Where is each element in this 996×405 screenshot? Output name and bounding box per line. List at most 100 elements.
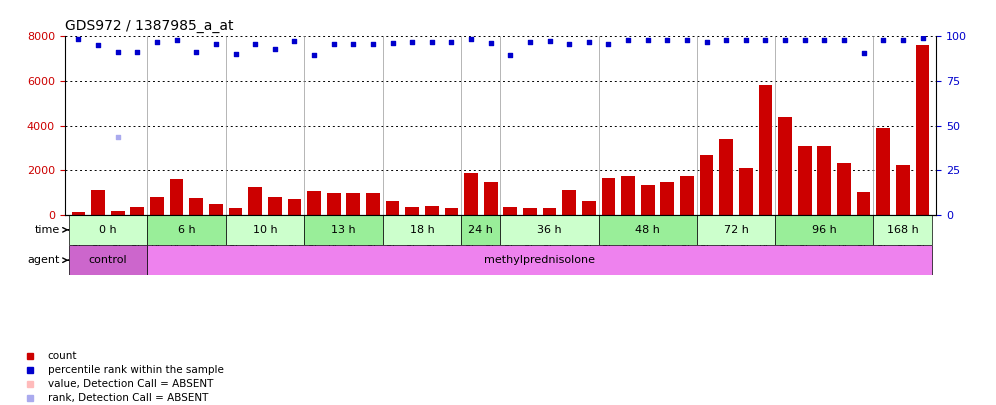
Point — [247, 41, 263, 47]
Point — [463, 36, 479, 42]
Bar — [500, 215, 599, 245]
Text: 24 h: 24 h — [468, 225, 493, 235]
Text: 36 h: 36 h — [537, 225, 562, 235]
Point — [502, 52, 518, 59]
Point — [698, 39, 714, 45]
Bar — [209, 203, 223, 215]
Bar — [778, 117, 792, 215]
Point — [227, 51, 243, 58]
Text: control: control — [89, 255, 127, 265]
Bar — [189, 198, 203, 215]
Bar — [873, 215, 932, 245]
Bar — [248, 187, 262, 215]
Bar — [798, 145, 812, 215]
Bar — [304, 215, 382, 245]
Bar — [444, 208, 458, 215]
Text: count: count — [48, 351, 78, 361]
Bar — [622, 176, 634, 215]
Bar — [327, 194, 341, 215]
Point — [326, 41, 342, 47]
Bar — [896, 164, 909, 215]
Bar — [150, 197, 164, 215]
Point — [287, 38, 303, 44]
Bar — [697, 215, 775, 245]
Bar — [660, 182, 674, 215]
Bar — [147, 215, 226, 245]
Text: value, Detection Call = ABSENT: value, Detection Call = ABSENT — [48, 379, 213, 389]
Point — [542, 38, 558, 44]
Bar — [818, 145, 832, 215]
Text: 10 h: 10 h — [253, 225, 277, 235]
Bar — [69, 215, 147, 245]
Bar — [288, 199, 301, 215]
Point — [561, 41, 577, 47]
Bar — [543, 208, 557, 215]
Point — [797, 36, 813, 43]
Bar — [563, 190, 576, 215]
Text: methylprednisolone: methylprednisolone — [484, 255, 596, 265]
Bar — [857, 192, 871, 215]
Bar — [382, 215, 461, 245]
Point — [346, 41, 362, 47]
Text: 13 h: 13 h — [331, 225, 356, 235]
Bar — [111, 211, 124, 215]
Bar — [837, 163, 851, 215]
Point — [384, 40, 400, 47]
Bar — [775, 215, 873, 245]
Point — [718, 36, 734, 43]
Bar — [464, 173, 478, 215]
Text: 0 h: 0 h — [100, 225, 117, 235]
Bar — [169, 179, 183, 215]
Point — [306, 52, 322, 59]
Point — [483, 40, 499, 47]
Bar — [307, 191, 321, 215]
Bar — [425, 206, 438, 215]
Bar — [405, 207, 419, 215]
Point — [168, 36, 184, 43]
Bar — [680, 176, 694, 215]
Text: 72 h: 72 h — [723, 225, 748, 235]
Bar — [915, 45, 929, 215]
Point — [581, 39, 597, 45]
Text: 168 h: 168 h — [887, 225, 918, 235]
Bar — [640, 185, 654, 215]
Bar — [582, 201, 596, 215]
Point — [894, 36, 910, 43]
Point — [188, 49, 204, 55]
Bar — [226, 215, 304, 245]
Point — [914, 34, 930, 41]
Bar — [599, 215, 697, 245]
Point — [679, 36, 695, 43]
Point — [110, 134, 125, 140]
Bar — [523, 208, 537, 215]
Text: 96 h: 96 h — [812, 225, 837, 235]
Point — [738, 36, 754, 43]
Bar — [700, 154, 713, 215]
Point — [817, 36, 833, 43]
Bar — [347, 194, 361, 215]
Point — [208, 41, 224, 47]
Bar — [484, 182, 498, 215]
Bar — [367, 194, 379, 215]
Bar — [461, 215, 500, 245]
Text: 6 h: 6 h — [177, 225, 195, 235]
Point — [621, 36, 636, 43]
Bar — [739, 168, 753, 215]
Point — [856, 50, 872, 56]
Bar — [602, 178, 616, 215]
Point — [758, 36, 774, 43]
Text: 48 h: 48 h — [635, 225, 660, 235]
Bar — [130, 207, 144, 215]
Point — [71, 36, 87, 42]
Point — [424, 39, 440, 45]
Point — [875, 36, 891, 43]
Text: rank, Detection Call = ABSENT: rank, Detection Call = ABSENT — [48, 393, 208, 403]
Bar — [876, 128, 890, 215]
Point — [777, 36, 793, 43]
Point — [91, 42, 107, 49]
Bar — [268, 197, 282, 215]
Text: agent: agent — [27, 255, 60, 265]
Bar — [759, 85, 772, 215]
Bar — [503, 207, 517, 215]
Text: time: time — [35, 225, 60, 235]
